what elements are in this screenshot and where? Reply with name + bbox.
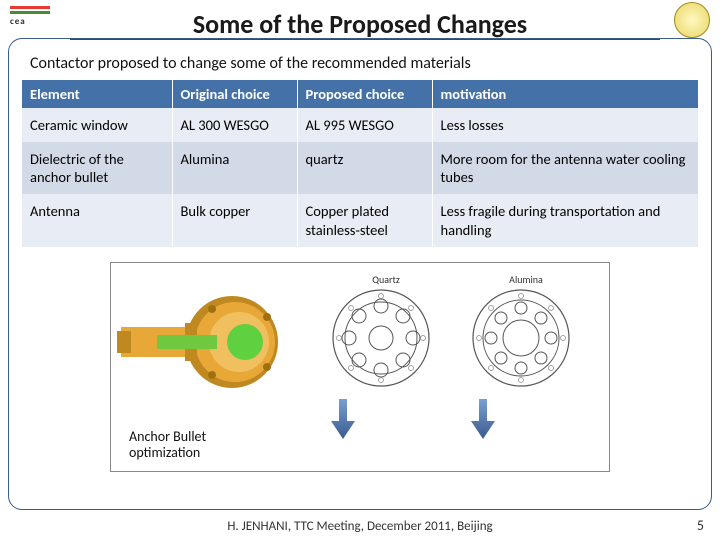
flange-view-quartz: Quartz [331, 273, 441, 444]
table-row: Antenna Bulk copper Copper plated stainl… [22, 194, 698, 246]
flange-alumina-svg [471, 288, 571, 388]
figure-caption: Anchor Bullet optimization [129, 429, 206, 461]
arrow-down-icon [471, 399, 495, 439]
flange-label-right: Alumina [471, 273, 581, 286]
cell-proposed: Copper plated stainless-steel [297, 194, 432, 246]
cell-original: Bulk copper [172, 194, 297, 246]
cell-element: Antenna [22, 194, 172, 246]
flange-view-alumina: Alumina [471, 273, 581, 444]
cell-original: Alumina [172, 142, 297, 194]
col-header-proposed: Proposed choice [297, 80, 432, 108]
slide-footer: H. JENHANI, TTC Meeting, December 2011, … [0, 519, 720, 534]
figure-caption-line2: optimization [129, 444, 200, 461]
antenna-3d-model [117, 287, 297, 397]
table-row: Ceramic window AL 300 WESGO AL 995 WESGO… [22, 108, 698, 142]
slide-title: Some of the Proposed Changes [0, 8, 720, 40]
cell-motivation: Less losses [432, 108, 698, 142]
flange-label-left: Quartz [331, 273, 441, 286]
flange-quartz-svg [331, 288, 431, 388]
cell-element: Ceramic window [22, 108, 172, 142]
cell-element: Dielectric of the anchor bullet [22, 142, 172, 194]
col-header-motivation: motivation [432, 80, 698, 108]
changes-table: Element Original choice Proposed choice … [22, 80, 698, 247]
slide-subtitle: Contactor proposed to change some of the… [30, 54, 471, 73]
col-header-original: Original choice [172, 80, 297, 108]
figure-box: Quartz Alumina [110, 262, 610, 472]
table-row: Dielectric of the anchor bullet Alumina … [22, 142, 698, 194]
cell-original: AL 300 WESGO [172, 108, 297, 142]
cell-proposed: quartz [297, 142, 432, 194]
cell-motivation: Less fragile during transportation and h… [432, 194, 698, 246]
arrow-down-icon [331, 399, 355, 439]
col-header-element: Element [22, 80, 172, 108]
cell-motivation: More room for the antenna water cooling … [432, 142, 698, 194]
cell-proposed: AL 995 WESGO [297, 108, 432, 142]
figure-caption-line1: Anchor Bullet [129, 428, 206, 445]
page-number: 5 [697, 517, 704, 534]
